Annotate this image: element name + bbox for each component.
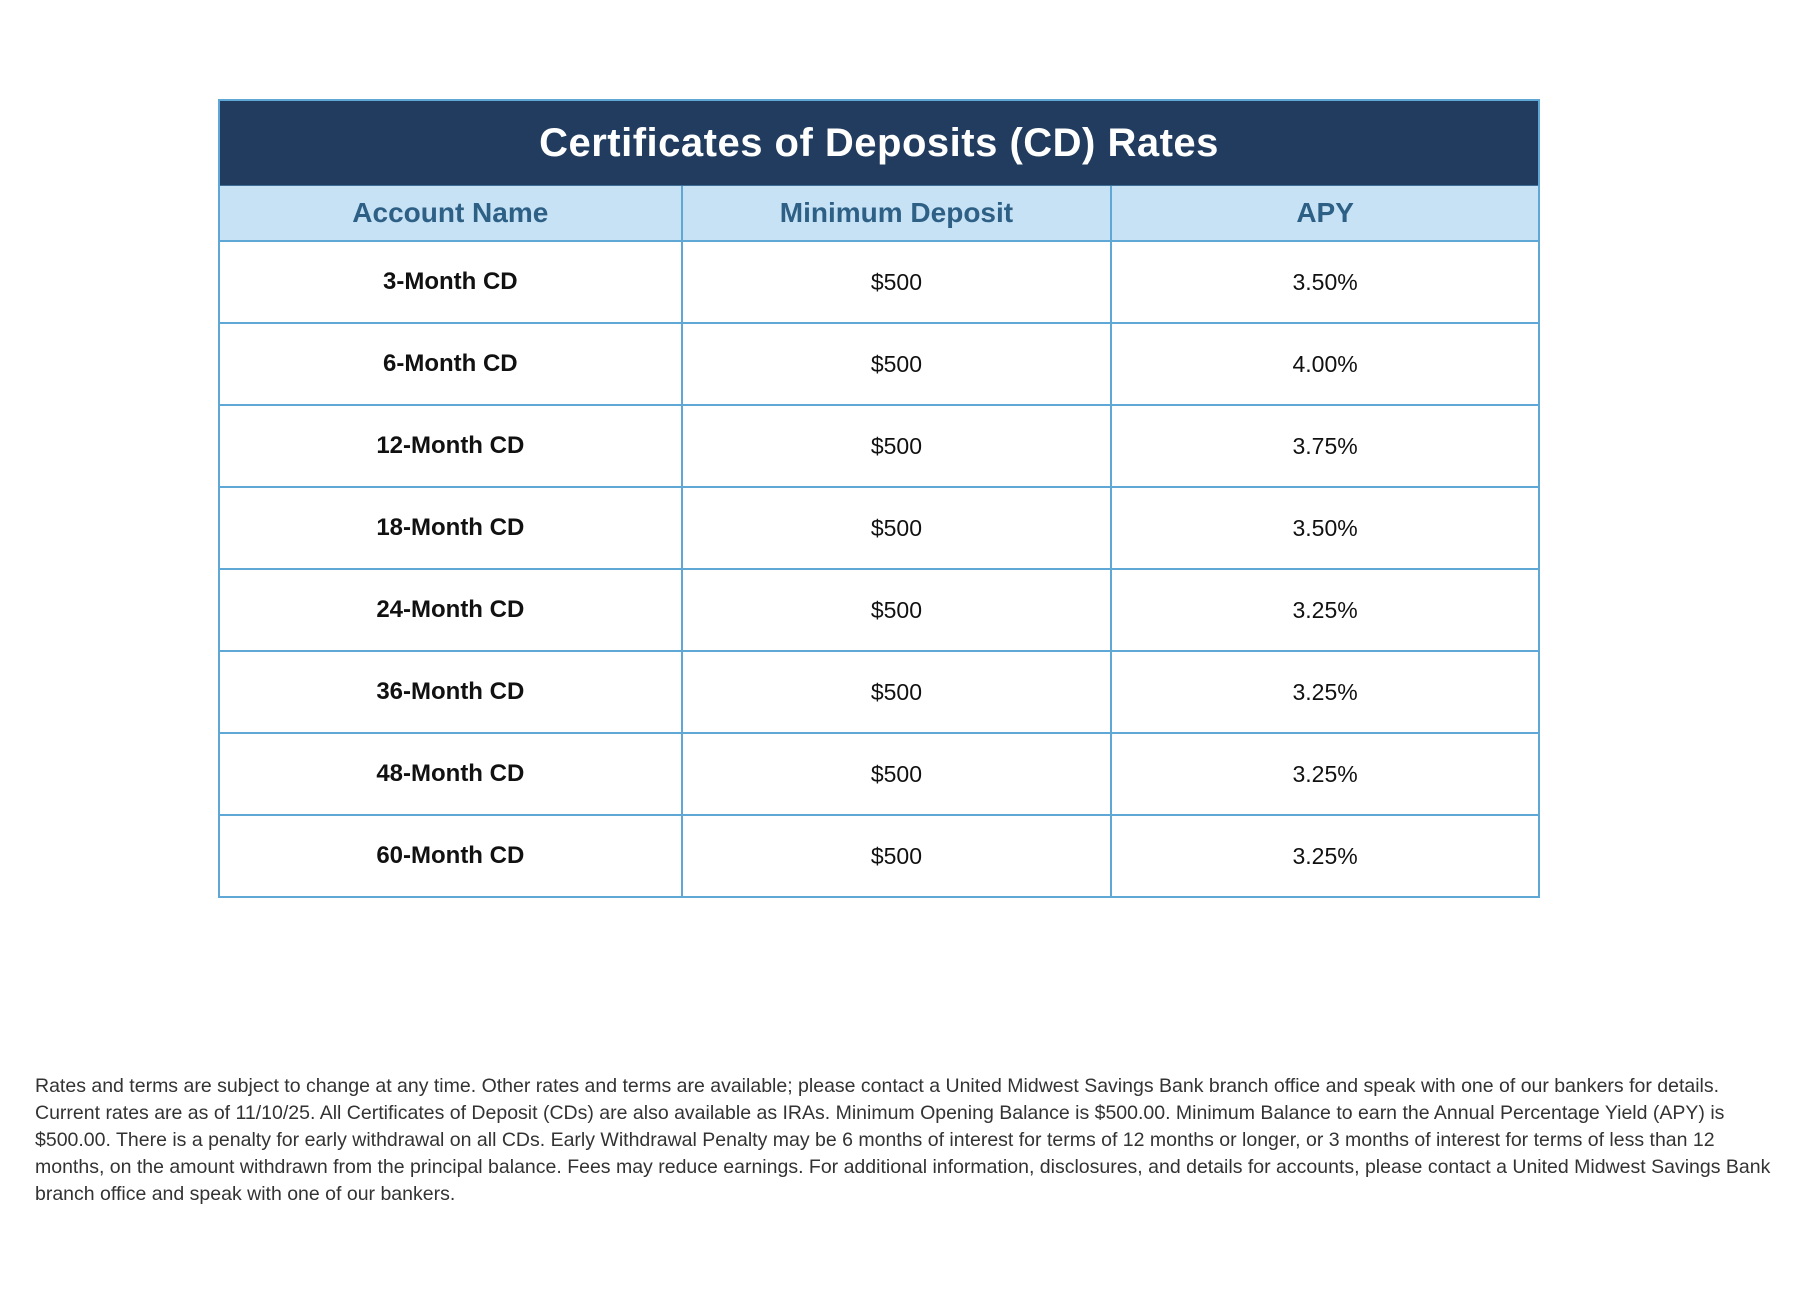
apy-cell: 3.25% [1292, 596, 1358, 623]
min-deposit-cell: $500 [683, 324, 1113, 404]
table-row: 6-Month CD $500 4.00% [220, 322, 1538, 404]
apy-cell: 3.25% [1292, 678, 1358, 705]
table-title: Certificates of Deposits (CD) Rates [539, 120, 1219, 165]
cd-rates-table: Certificates of Deposits (CD) Rates Acco… [218, 99, 1540, 898]
column-header-account-name: Account Name [220, 186, 683, 240]
min-deposit-cell: $500 [683, 816, 1113, 896]
apy-cell: 3.25% [1292, 760, 1358, 787]
apy-cell: 3.25% [1292, 842, 1358, 869]
table-row: 12-Month CD $500 3.75% [220, 404, 1538, 486]
table-row: 36-Month CD $500 3.25% [220, 650, 1538, 732]
account-name-cell: 24-Month CD [220, 570, 683, 650]
min-deposit-cell: $500 [683, 488, 1113, 568]
table-title-bar: Certificates of Deposits (CD) Rates [220, 101, 1538, 185]
apy-cell: 3.75% [1292, 432, 1358, 459]
min-deposit-cell: $500 [683, 406, 1113, 486]
table-row: 60-Month CD $500 3.25% [220, 814, 1538, 896]
table-row: 48-Month CD $500 3.25% [220, 732, 1538, 814]
table-row: 18-Month CD $500 3.50% [220, 486, 1538, 568]
column-header-minimum-deposit: Minimum Deposit [683, 186, 1113, 240]
rates-disclaimer: Rates and terms are subject to change at… [35, 1074, 1771, 1205]
table-row: 24-Month CD $500 3.25% [220, 568, 1538, 650]
account-name-cell: 48-Month CD [220, 734, 683, 814]
account-name-cell: 6-Month CD [220, 324, 683, 404]
min-deposit-cell: $500 [683, 570, 1113, 650]
apy-cell: 4.00% [1292, 350, 1358, 377]
account-name-cell: 60-Month CD [220, 816, 683, 896]
apy-cell: 3.50% [1292, 268, 1358, 295]
account-name-cell: 18-Month CD [220, 488, 683, 568]
account-name-cell: 3-Month CD [220, 242, 683, 322]
min-deposit-cell: $500 [683, 734, 1113, 814]
account-name-cell: 36-Month CD [220, 652, 683, 732]
min-deposit-cell: $500 [683, 242, 1113, 322]
apy-cell: 3.50% [1292, 514, 1358, 541]
account-name-cell: 12-Month CD [220, 406, 683, 486]
column-header-apy: APY [1296, 197, 1354, 228]
table-row: 3-Month CD $500 3.50% [220, 240, 1538, 322]
min-deposit-cell: $500 [683, 652, 1113, 732]
table-header-row: Account Name Minimum Deposit APY [220, 185, 1538, 240]
